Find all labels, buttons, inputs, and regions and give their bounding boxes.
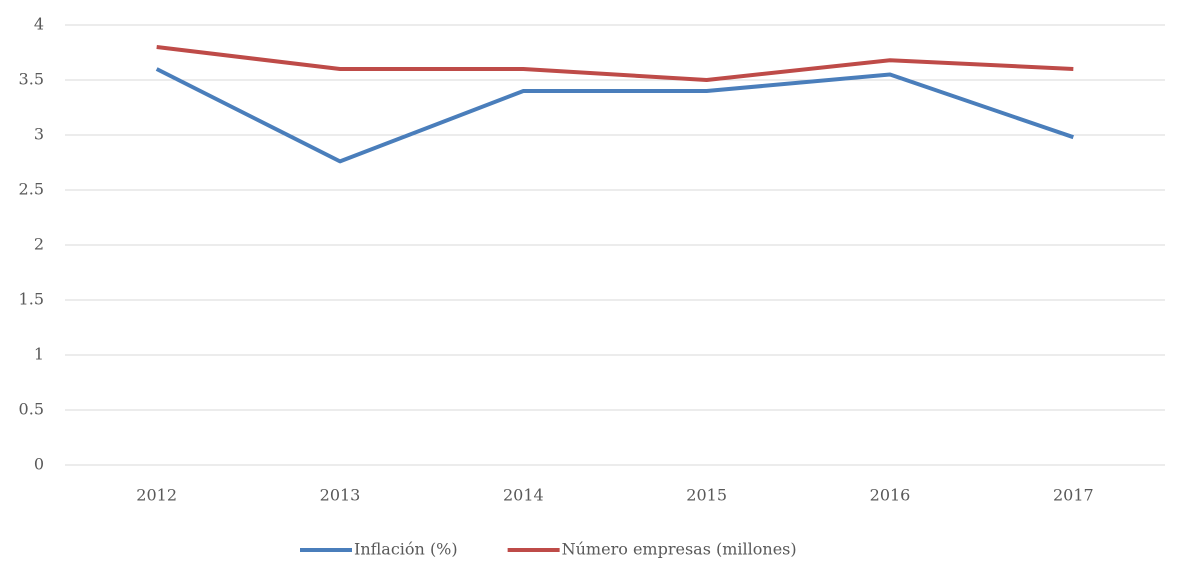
x-tick-label: 2017	[1053, 486, 1094, 505]
y-tick-label: 1.5	[19, 290, 44, 309]
y-tick-label: 3.5	[19, 70, 44, 89]
x-tick-label: 2016	[870, 486, 911, 505]
y-tick-label: 1	[34, 345, 44, 364]
y-tick-label: 0.5	[19, 400, 44, 419]
series-line	[156, 45, 1074, 82]
y-tick-label: 3	[34, 125, 44, 144]
x-tick-label: 2012	[136, 486, 177, 505]
series-line	[155, 67, 1074, 164]
y-tick-label: 0	[34, 455, 44, 474]
x-tick-label: 2015	[686, 486, 727, 505]
y-tick-label: 2.5	[19, 180, 44, 199]
y-tick-label: 2	[34, 235, 44, 254]
legend: Inflación (%) Número empresas (millones)	[300, 540, 797, 559]
legend-label: Número empresas (millones)	[562, 540, 797, 559]
y-tick-label: 4	[34, 15, 44, 34]
legend-label: Inflación (%)	[354, 540, 458, 559]
x-tick-label: 2014	[503, 486, 544, 505]
x-tick-label: 2013	[320, 486, 361, 505]
